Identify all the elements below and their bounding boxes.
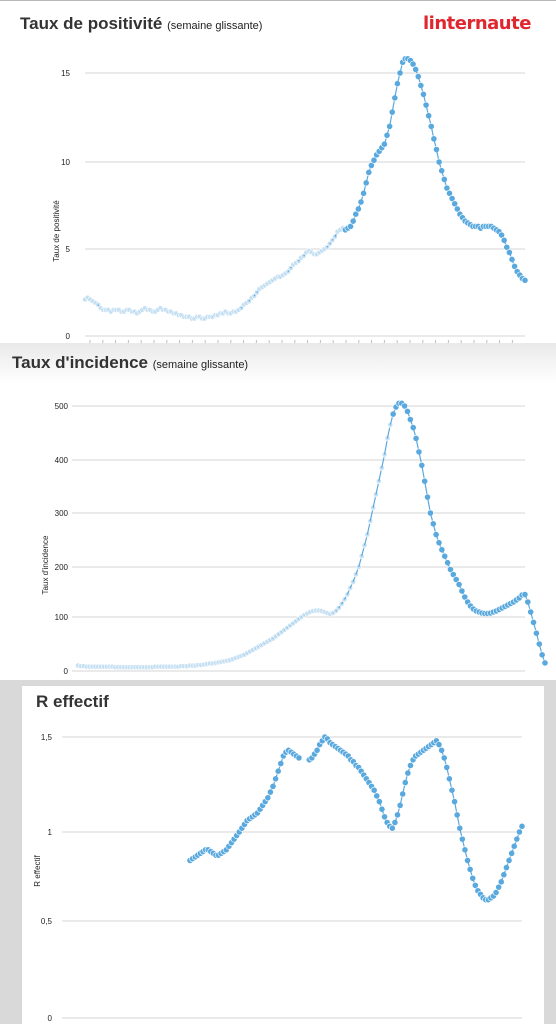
data-point[interactable] <box>432 531 440 538</box>
data-point[interactable] <box>378 805 386 813</box>
data-point[interactable] <box>396 802 404 809</box>
y-tick-label: 1 <box>48 828 53 837</box>
data-point[interactable] <box>389 410 397 418</box>
data-point[interactable] <box>274 767 282 775</box>
data-point[interactable] <box>471 881 479 889</box>
y-tick-label: 100 <box>55 613 69 622</box>
y-axis-label: Taux d'incidence <box>41 535 50 594</box>
data-point[interactable] <box>388 824 396 832</box>
data-point[interactable] <box>435 741 443 748</box>
data-point[interactable] <box>500 236 508 244</box>
data-point[interactable] <box>412 435 420 442</box>
data-point[interactable] <box>269 783 277 790</box>
chart-title-positivity: Taux de positivité (semaine glissante) <box>20 14 263 33</box>
y-tick-label: 15 <box>61 69 70 78</box>
chart-panel-r-effectif: R effectif 0 0,5 1 1,5 R effectif <box>22 686 544 1024</box>
chart-svg-incidence: 0 100 200 300 400 500 Taux d'incidence <box>41 399 549 676</box>
data-point[interactable] <box>264 794 272 802</box>
y-tick-label: 5 <box>66 245 71 254</box>
chart-subtitle-incidence: (semaine glissante) <box>152 359 249 371</box>
y-tick-label: 400 <box>55 456 69 465</box>
data-point[interactable] <box>518 822 526 830</box>
data-point[interactable] <box>469 874 477 882</box>
chart-panel-incidence: Taux d'incidence (semaine glissante) 0 10… <box>0 343 556 680</box>
data-point[interactable] <box>441 552 449 560</box>
data-point[interactable] <box>381 813 388 821</box>
y-axis-label: Taux de positivité <box>52 200 61 262</box>
y-axis-label: R effectif <box>33 855 42 887</box>
y-tick-label: 0,5 <box>41 917 53 926</box>
data-point[interactable] <box>445 775 453 783</box>
data-point[interactable] <box>313 746 321 754</box>
data-point[interactable] <box>370 786 378 794</box>
y-tick-label: 200 <box>55 563 69 572</box>
data-point[interactable] <box>415 448 423 456</box>
data-point[interactable] <box>394 811 401 819</box>
data-point[interactable] <box>438 546 446 554</box>
y-tick-label: 300 <box>55 509 69 518</box>
chart-subtitle-positivity: (semaine glissante) <box>167 20 263 32</box>
data-point[interactable] <box>272 775 279 783</box>
data-point[interactable] <box>375 798 383 805</box>
chart-svg-positivity: 0 5 10 15 Taux de positivité <box>52 55 529 343</box>
data-point[interactable] <box>404 408 411 415</box>
data-point[interactable] <box>461 846 469 854</box>
data-point[interactable] <box>438 746 445 754</box>
data-point[interactable] <box>505 249 513 256</box>
data-point[interactable] <box>435 539 443 547</box>
y-tick-label: 1,5 <box>41 733 53 742</box>
y-tick-label: 10 <box>61 158 70 167</box>
linternaute-logo[interactable]: linternaute <box>423 13 531 34</box>
y-tick-label: 0 <box>64 667 69 676</box>
chart-panel-positivity: Taux de positivité (semaine glissante) l… <box>0 0 556 344</box>
chart-title-incidence: Taux d'incidence (semaine glissante) <box>12 353 249 372</box>
data-point[interactable] <box>438 167 446 175</box>
data-point[interactable] <box>541 659 549 667</box>
y-tick-label: 0 <box>48 1014 53 1023</box>
data-point[interactable] <box>358 553 365 560</box>
data-point[interactable] <box>521 276 529 284</box>
data-point[interactable] <box>429 520 437 528</box>
chart-svg-r-effectif: 0 0,5 1 1,5 R effectif <box>33 733 526 1023</box>
data-point[interactable] <box>530 618 537 626</box>
y-tick-label: 500 <box>55 402 69 411</box>
y-tick-label: 0 <box>66 332 71 341</box>
data-point[interactable] <box>492 889 500 896</box>
data-point[interactable] <box>464 857 471 864</box>
data-point[interactable] <box>444 559 451 567</box>
data-point[interactable] <box>295 754 303 762</box>
chart-title-r-effectif: R effectif <box>36 692 109 711</box>
